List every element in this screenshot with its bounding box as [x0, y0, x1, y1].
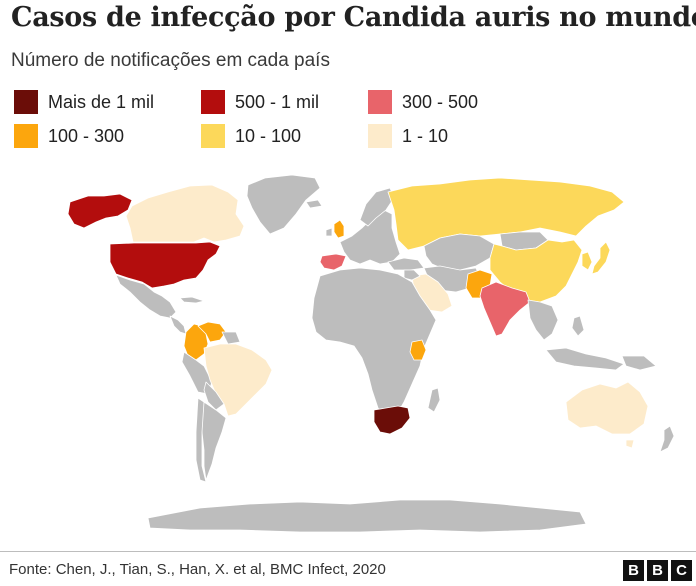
country-tasmania	[625, 439, 635, 449]
legend-label: 100 - 300	[48, 125, 125, 146]
legend-item: 500 - 1 mil	[201, 90, 319, 114]
country-guyana	[221, 331, 241, 345]
country-philippines	[571, 315, 585, 337]
legend: Mais de 1 mil 500 - 1 mil 300 - 500 100 …	[14, 90, 534, 154]
country-russia	[387, 177, 625, 251]
legend-swatch	[201, 90, 225, 114]
region-indonesia	[545, 347, 625, 371]
region-antarctica	[147, 499, 587, 533]
country-ireland	[325, 227, 333, 237]
country-venezuela	[197, 321, 227, 343]
country-korea	[581, 251, 593, 271]
legend-swatch	[201, 124, 225, 148]
country-chile	[195, 397, 207, 483]
country-usa	[109, 241, 221, 289]
country-uk	[333, 219, 345, 239]
country-spain	[319, 253, 347, 271]
legend-swatch	[368, 90, 392, 114]
country-south-africa	[373, 405, 411, 435]
legend-label: 10 - 100	[235, 125, 302, 146]
region-middle-east	[403, 269, 421, 281]
legend-item: 10 - 100	[201, 124, 301, 148]
country-argentina	[201, 401, 227, 481]
country-new-guinea	[621, 355, 657, 371]
country-brazil	[203, 343, 273, 417]
world-map	[67, 174, 675, 533]
country-india	[479, 281, 531, 337]
footer-divider	[0, 551, 696, 552]
legend-label: 1 - 10	[402, 125, 449, 146]
country-japan	[591, 241, 611, 275]
logo-letter: C	[671, 560, 692, 581]
source-note: Fonte: Chen, J., Tian, S., Han, X. et al…	[9, 561, 386, 578]
legend-label: 500 - 1 mil	[235, 91, 320, 112]
country-australia	[565, 381, 649, 435]
bbc-logo: B B C	[623, 560, 692, 581]
country-greenland	[246, 174, 321, 235]
country-iceland	[305, 199, 323, 209]
legend-swatch	[14, 90, 38, 114]
legend-label: 300 - 500	[402, 91, 479, 112]
legend-item: 100 - 300	[14, 124, 124, 148]
region-central-asia	[423, 233, 495, 271]
country-alaska	[67, 193, 133, 229]
country-madagascar	[427, 387, 441, 413]
legend-swatch	[368, 124, 392, 148]
country-canada	[125, 184, 245, 243]
legend-label: Mais de 1 mil	[48, 91, 155, 112]
logo-letter: B	[647, 560, 668, 581]
country-central-america	[169, 315, 187, 335]
chart-title: Casos de infecção por Candida auris no m…	[11, 2, 696, 33]
region-southeast-asia	[527, 299, 559, 341]
legend-swatch	[14, 124, 38, 148]
country-new-zealand	[659, 425, 675, 453]
country-cuba	[179, 296, 205, 304]
country-mexico	[115, 274, 177, 319]
legend-item: Mais de 1 mil	[14, 90, 154, 114]
region-africa	[311, 267, 437, 419]
legend-item: 300 - 500	[368, 90, 478, 114]
chart-subtitle: Número de notificações em cada país	[11, 50, 330, 71]
country-china	[489, 239, 583, 303]
logo-letter: B	[623, 560, 644, 581]
country-kenya	[409, 339, 427, 361]
legend-item: 1 - 10	[368, 124, 448, 148]
